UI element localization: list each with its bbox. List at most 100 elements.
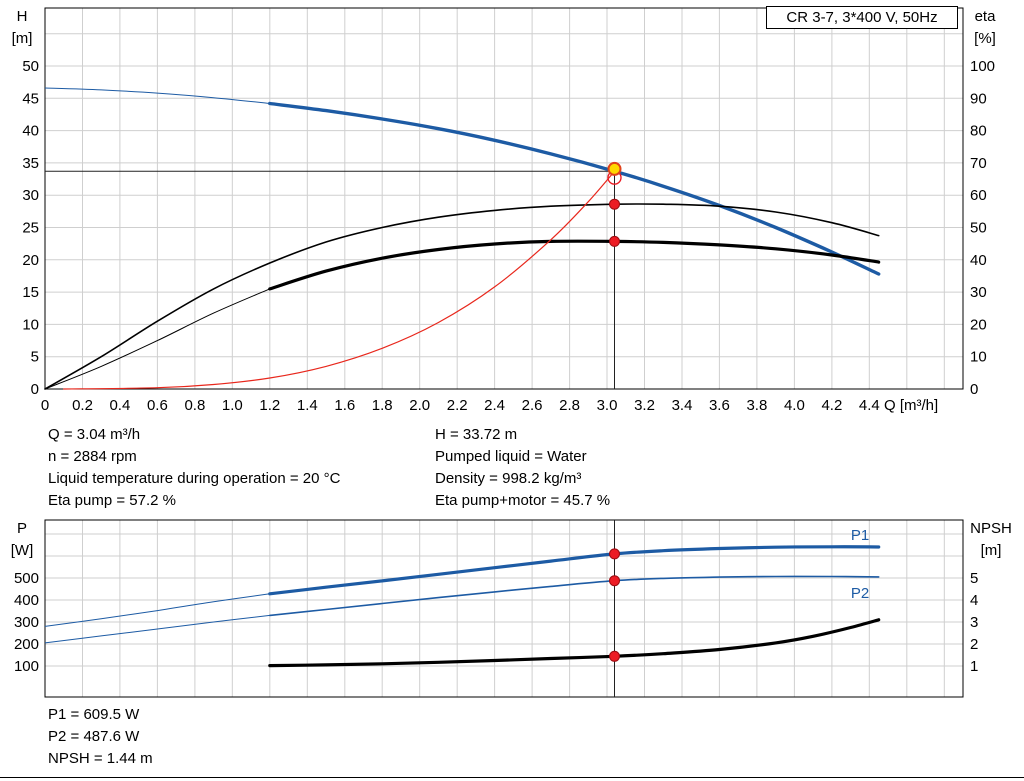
q-tick-label: 3.6 — [709, 397, 730, 414]
pump-type-label: CR 3-7, 3*400 V, 50Hz — [786, 9, 938, 26]
liquid-temperature-readout: Liquid temperature during operation = 20… — [48, 470, 341, 487]
eta-tick-label: 90 — [970, 90, 987, 107]
p-tick-label: 500 — [14, 570, 39, 587]
density-readout: Density = 998.2 kg/m³ — [435, 470, 582, 487]
q-tick-label: 0.4 — [109, 397, 130, 414]
h-tick-label: 0 — [31, 381, 39, 398]
pump-type-box: CR 3-7, 3*400 V, 50Hz — [766, 6, 958, 29]
eta-tick-label: 60 — [970, 187, 987, 204]
q-tick-label: 3.4 — [672, 397, 693, 414]
q-tick-label: 3.0 — [597, 397, 618, 414]
p1-readout: P1 = 609.5 W — [48, 706, 140, 723]
p-tick-label: 100 — [14, 658, 39, 675]
q-tick-label: 1.6 — [334, 397, 355, 414]
q-tick-label: 3.8 — [746, 397, 767, 414]
eta-pump-readout: Eta pump = 57.2 % — [48, 492, 176, 509]
eta-pump-motor-curve — [268, 239, 881, 291]
system-curve-curve — [63, 170, 616, 390]
q-axis-title: Q [m³/h] — [884, 397, 938, 414]
head-readout: H = 33.72 m — [435, 426, 518, 443]
q-tick-label: 1.0 — [222, 397, 243, 414]
npsh-axis-unit: [m] — [981, 542, 1002, 559]
q-tick-label: 1.2 — [259, 397, 280, 414]
p1-duty-dot[interactable] — [609, 548, 620, 560]
npsh-tick-label: 1 — [970, 658, 978, 675]
P1-curve-lead — [44, 593, 270, 627]
power-npsh-chart: 100 200 300 400 500 1 2 3 4 5 — [14, 519, 978, 698]
plot-border — [44, 519, 964, 698]
eta-tick-label: 80 — [970, 123, 987, 140]
h-tick-label: 30 — [22, 187, 39, 204]
duty-info-left: Q = 3.04 m³/h n = 2884 rpm Liquid temper… — [48, 424, 340, 512]
eta-pump-curve — [44, 203, 880, 390]
eta-pump-motor-readout: Eta pump+motor = 45.7 % — [435, 492, 611, 509]
npsh-axis-title: NPSH — [970, 520, 1012, 537]
eta-tick-label: 100 — [970, 58, 995, 75]
pump-head-curve-lead — [44, 87, 270, 104]
npsh-readout: NPSH = 1.44 m — [48, 750, 153, 767]
pumped-liquid-readout: Pumped liquid = Water — [435, 448, 587, 465]
eta-pump-motor-curve-lead — [44, 288, 270, 390]
p2-duty-dot[interactable] — [609, 575, 620, 587]
h-tick-label: 10 — [22, 316, 39, 333]
npsh-tick-label: 4 — [970, 592, 978, 609]
q-tick-label: 0.2 — [72, 397, 93, 414]
p-tick-label: 200 — [14, 636, 39, 653]
P2-curve-lead — [44, 614, 270, 644]
h-tick-label: 25 — [22, 220, 39, 237]
h-tick-label: 20 — [22, 252, 39, 269]
npsh-duty-dot[interactable] — [609, 650, 620, 662]
q-tick-label: 2.0 — [409, 397, 430, 414]
eta-tick-label: 70 — [970, 155, 987, 172]
head-eta-chart: 0 5 10 15 20 25 30 35 40 45 50 0 10 20 30 40 50 60 70 80 90 1… — [22, 7, 995, 414]
eta-tick-label: 30 — [970, 284, 987, 301]
flow-readout: Q = 3.04 m³/h — [48, 426, 141, 443]
eta-pump-motor-duty-dot[interactable] — [609, 235, 620, 247]
q-tick-label: 1.8 — [372, 397, 393, 414]
NPSH-curve — [268, 618, 881, 668]
h-tick-label: 40 — [22, 123, 39, 140]
p-tick-label: 300 — [14, 614, 39, 631]
q-tick-label: 2.4 — [484, 397, 505, 414]
h-tick-label: 45 — [22, 90, 39, 107]
duty-point-marker[interactable] — [607, 161, 622, 176]
power-info: P1 = 609.5 W P2 = 487.6 W NPSH = 1.44 m — [48, 704, 153, 770]
q-tick-label: 4.4 — [859, 397, 880, 414]
q-tick-label: 0.6 — [147, 397, 168, 414]
speed-readout: n = 2884 rpm — [48, 448, 137, 465]
q-tick-label: 2.2 — [447, 397, 468, 414]
eta-tick-label: 20 — [970, 316, 987, 333]
q-tick-label: 1.4 — [297, 397, 318, 414]
q-tick-label: 2.6 — [522, 397, 543, 414]
p2-readout: P2 = 487.6 W — [48, 728, 140, 745]
q-tick-label: 2.8 — [559, 397, 580, 414]
duty-info-right: H = 33.72 m Pumped liquid = Water Densit… — [435, 424, 610, 512]
q-tick-label: 3.2 — [634, 397, 655, 414]
eta-tick-label: 10 — [970, 349, 987, 366]
h-tick-label: 15 — [22, 284, 39, 301]
eta-axis-unit: [%] — [974, 30, 996, 47]
h-tick-label: 5 — [31, 349, 39, 366]
q-tick-label: 0.8 — [184, 397, 205, 414]
eta-tick-label: 0 — [970, 381, 978, 398]
q-tick-label: 4.0 — [784, 397, 805, 414]
eta-axis-title: eta — [975, 8, 997, 25]
h-tick-label: 50 — [22, 58, 39, 75]
p2-curve-label: P2 — [851, 585, 869, 602]
p1-curve-label: P1 — [851, 527, 869, 544]
h-axis-unit: [m] — [12, 30, 33, 47]
q-tick-label: 0 — [41, 397, 49, 414]
h-axis-title: H — [17, 8, 28, 25]
pump-head-curve — [268, 101, 881, 276]
footer-divider — [0, 777, 1024, 778]
npsh-tick-label: 3 — [970, 614, 978, 631]
p-axis-unit: [W] — [11, 542, 34, 559]
P2-curve — [269, 575, 880, 617]
eta-pump-duty-dot[interactable] — [609, 198, 620, 210]
npsh-tick-label: 5 — [970, 570, 978, 587]
p-tick-label: 400 — [14, 592, 39, 609]
eta-tick-label: 50 — [970, 220, 987, 237]
P1-curve — [268, 545, 881, 596]
